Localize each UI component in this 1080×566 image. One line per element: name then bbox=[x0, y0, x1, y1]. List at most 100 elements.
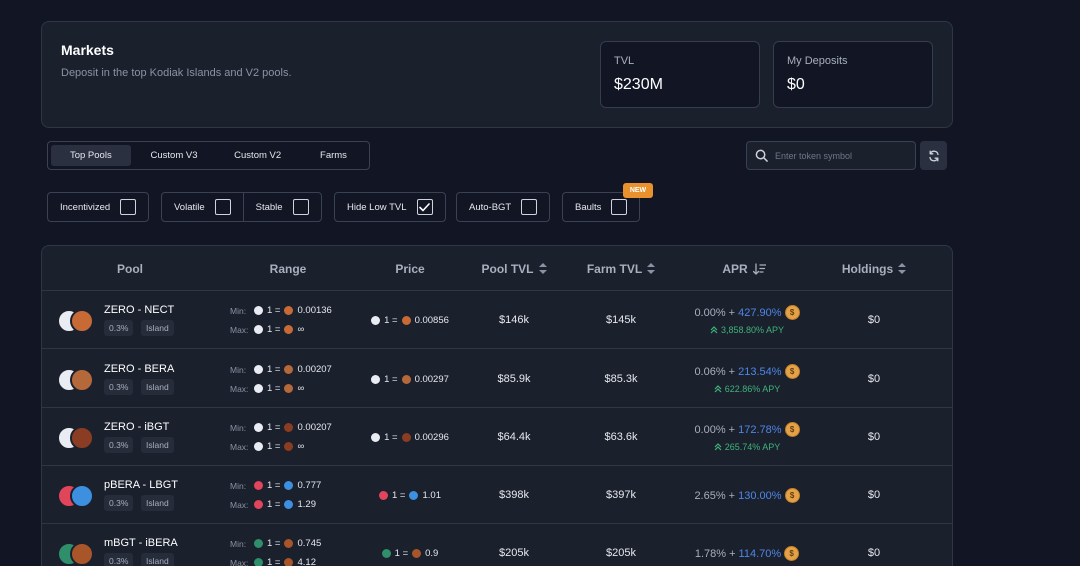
pool-pair-name[interactable]: ZERO - iBGT bbox=[104, 421, 170, 433]
fee-badge: 0.3% bbox=[104, 379, 134, 395]
tab-farms[interactable]: Farms bbox=[320, 150, 347, 161]
col-holdings[interactable]: Holdings bbox=[812, 246, 936, 291]
token-b-icon bbox=[412, 548, 422, 558]
auto-bgt-checkbox[interactable] bbox=[521, 199, 538, 215]
token-b-icon bbox=[401, 432, 411, 442]
double-chevron-up-icon bbox=[710, 326, 718, 334]
holdings-cell: $0 bbox=[867, 431, 881, 443]
pool-tvl-cell: $146k bbox=[499, 314, 529, 326]
table-row[interactable]: ZERO - BERA 0.3% Island Min: 1 = 0.00207… bbox=[42, 350, 952, 408]
refresh-button[interactable] bbox=[920, 141, 947, 170]
token-a-icon bbox=[254, 539, 263, 548]
token-a-icon bbox=[371, 432, 381, 442]
pool-pair-name[interactable]: pBERA - LBGT bbox=[104, 479, 178, 491]
farm-tvl-cell: $63.6k bbox=[604, 431, 638, 443]
pools-table: Pool Range Price Pool TVL Farm TVL APR H… bbox=[41, 245, 953, 566]
filter-incentivized[interactable]: Incentivized bbox=[47, 192, 150, 222]
range-max: Max: 1 = 1.29 bbox=[230, 499, 316, 510]
deposits-label: My Deposits bbox=[787, 55, 848, 67]
token-a-icon bbox=[254, 481, 263, 490]
new-badge: NEW bbox=[623, 183, 653, 198]
filter-stable-label: Stable bbox=[255, 201, 283, 213]
range-min: Min: 1 = 0.00136 bbox=[230, 305, 332, 316]
page-title: Markets bbox=[61, 42, 114, 58]
col-apr[interactable]: APR bbox=[676, 246, 812, 291]
farm-tvl-cell: $205k bbox=[606, 547, 636, 559]
holdings-cell: $0 bbox=[867, 489, 881, 501]
reward-coin-icon[interactable]: $ bbox=[784, 546, 800, 561]
token-a-icon bbox=[254, 558, 263, 566]
filter-volatile[interactable]: Volatile bbox=[162, 193, 243, 221]
reward-coin-icon[interactable]: $ bbox=[784, 364, 800, 379]
filter-stable[interactable]: Stable bbox=[242, 193, 321, 221]
table-row[interactable]: pBERA - LBGT 0.3% Island Min: 1 = 0.777 … bbox=[42, 466, 952, 524]
token-b-icon bbox=[401, 374, 411, 384]
stable-checkbox[interactable] bbox=[292, 199, 309, 215]
range-max: Max: 1 = ∞ bbox=[230, 324, 305, 335]
search-box bbox=[746, 141, 916, 170]
tab-custom-v3[interactable]: Custom V3 bbox=[150, 150, 198, 161]
token-b-icon bbox=[70, 484, 94, 508]
token-a-icon bbox=[254, 384, 263, 393]
col-pool: Pool bbox=[117, 261, 143, 276]
table-row[interactable]: ZERO - NECT 0.3% Island Min: 1 = 0.00136… bbox=[42, 291, 952, 349]
farm-tvl-cell: $397k bbox=[606, 489, 636, 501]
table-row[interactable]: mBGT - iBERA 0.3% Island Min: 1 = 0.745 … bbox=[42, 524, 952, 566]
token-b-icon bbox=[70, 426, 94, 450]
volatile-checkbox[interactable] bbox=[214, 199, 231, 215]
pool-pair-name[interactable]: ZERO - BERA bbox=[104, 363, 175, 375]
col-farm-tvl[interactable]: Farm TVL bbox=[566, 246, 676, 291]
token-b-icon bbox=[284, 558, 294, 566]
table-header: Pool Range Price Pool TVL Farm TVL APR H… bbox=[42, 246, 952, 291]
filter-volatile-label: Volatile bbox=[174, 201, 205, 213]
apr-value: 0.06% + 213.54% $ bbox=[642, 364, 852, 379]
pool-pair-name[interactable]: mBGT - iBERA bbox=[104, 537, 178, 549]
token-a-icon bbox=[379, 490, 388, 500]
pool-type-badge: Island bbox=[141, 437, 174, 453]
sort-icon bbox=[898, 263, 907, 274]
filter-auto-bgt-label: Auto-BGT bbox=[469, 201, 512, 213]
baults-checkbox[interactable] bbox=[611, 199, 628, 215]
fee-badge: 0.3% bbox=[104, 495, 134, 511]
reward-coin-icon[interactable]: $ bbox=[784, 488, 800, 503]
apy-value: 622.86% APY bbox=[642, 384, 852, 394]
check-icon bbox=[419, 202, 430, 211]
filter-baults[interactable]: Baults bbox=[562, 192, 641, 222]
token-a-icon bbox=[254, 365, 263, 374]
price-cell: 1 = 0.00856 bbox=[358, 291, 462, 349]
token-b-icon bbox=[284, 365, 294, 374]
incentivized-checkbox[interactable] bbox=[120, 199, 137, 215]
page-subtitle: Deposit in the top Kodiak Islands and V2… bbox=[61, 67, 292, 79]
range-max: Max: 1 = ∞ bbox=[230, 383, 305, 394]
pool-pair-name[interactable]: ZERO - NECT bbox=[104, 304, 175, 316]
pool-tvl-cell: $205k bbox=[499, 547, 529, 559]
token-b-icon bbox=[409, 490, 419, 500]
apy-value: 3,858.80% APY bbox=[642, 325, 852, 335]
token-a-icon bbox=[254, 423, 263, 432]
reward-coin-icon[interactable]: $ bbox=[784, 422, 800, 437]
fee-badge: 0.3% bbox=[104, 553, 134, 566]
tab-custom-v2[interactable]: Custom V2 bbox=[234, 150, 282, 161]
token-a-icon bbox=[254, 442, 263, 451]
deposits-stat: My Deposits $0 bbox=[773, 41, 933, 108]
tab-top-pools[interactable]: Top Pools bbox=[51, 145, 131, 166]
token-b-icon bbox=[401, 315, 411, 325]
filter-baults-label: Baults bbox=[575, 201, 602, 213]
price-cell: 1 = 0.00297 bbox=[358, 350, 462, 408]
filter-auto-bgt[interactable]: Auto-BGT bbox=[456, 192, 551, 222]
search-input[interactable] bbox=[775, 150, 905, 161]
apr-value: 1.78% + 114.70% $ bbox=[642, 546, 852, 561]
tvl-stat: TVL $230M bbox=[600, 41, 760, 108]
token-b-icon bbox=[284, 539, 294, 548]
col-pool-tvl[interactable]: Pool TVL bbox=[462, 246, 566, 291]
token-b-icon bbox=[70, 309, 94, 333]
token-a-icon bbox=[381, 548, 391, 558]
price-cell: 1 = 1.01 bbox=[358, 466, 462, 524]
reward-coin-icon[interactable]: $ bbox=[784, 305, 800, 320]
token-a-icon bbox=[371, 374, 381, 384]
hide-low-tvl-checkbox[interactable] bbox=[416, 199, 433, 215]
table-row[interactable]: ZERO - iBGT 0.3% Island Min: 1 = 0.00207… bbox=[42, 408, 952, 466]
apy-value: 265.74% APY bbox=[642, 442, 852, 452]
double-chevron-up-icon bbox=[714, 385, 722, 393]
filter-hide-low-tvl[interactable]: Hide Low TVL bbox=[334, 192, 446, 222]
